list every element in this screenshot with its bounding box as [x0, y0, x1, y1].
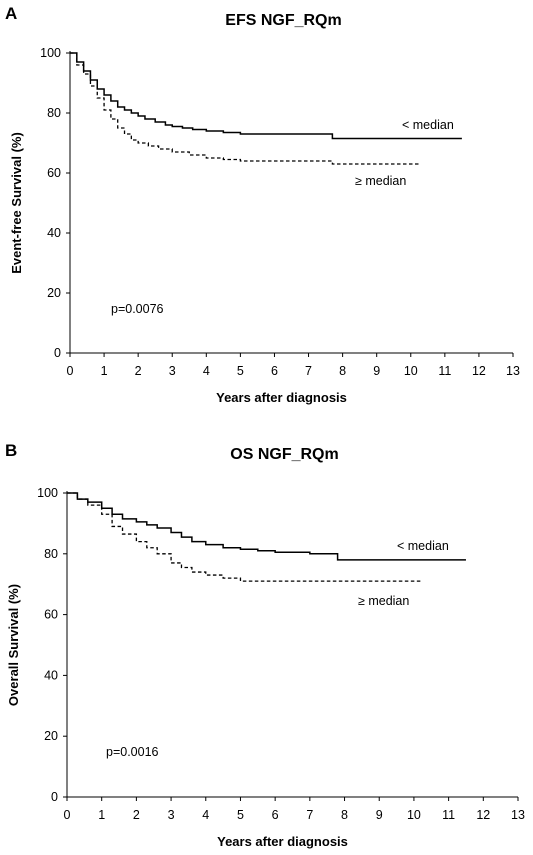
x-tick-label: 3 [168, 808, 175, 822]
y-tick-label: 80 [44, 547, 58, 561]
x-tick-label: 12 [472, 364, 486, 378]
y-axis-title: Event-free Survival (%) [9, 132, 24, 274]
series-label-below-median: < median [397, 539, 449, 553]
x-tick-label: 1 [98, 808, 105, 822]
y-tick-label: 60 [44, 608, 58, 622]
x-tick-label: 2 [135, 364, 142, 378]
x-tick-label: 0 [64, 808, 71, 822]
x-tick-label: 12 [476, 808, 490, 822]
x-tick-label: 1 [101, 364, 108, 378]
y-tick-label: 100 [37, 486, 58, 500]
x-axis-title: Years after diagnosis [216, 390, 347, 405]
chart-title: OS NGF_RQm [230, 446, 338, 463]
y-tick-label: 20 [44, 729, 58, 743]
y-tick-label: 40 [47, 226, 61, 240]
y-tick-label: 40 [44, 668, 58, 682]
series-label-above-median: ≥ median [358, 594, 409, 608]
x-tick-label: 3 [169, 364, 176, 378]
p-value-label: p=0.0016 [106, 745, 159, 759]
y-tick-label: 20 [47, 286, 61, 300]
p-value-label: p=0.0076 [111, 302, 164, 316]
x-tick-label: 4 [202, 808, 209, 822]
series-label-below-median: < median [402, 118, 454, 132]
x-tick-label: 11 [438, 364, 451, 378]
x-tick-label: 13 [511, 808, 525, 822]
y-tick-label: 0 [51, 790, 58, 804]
y-tick-label: 60 [47, 166, 61, 180]
x-tick-label: 5 [237, 364, 244, 378]
x-tick-label: 13 [506, 364, 520, 378]
x-tick-label: 7 [305, 364, 312, 378]
x-tick-label: 4 [203, 364, 210, 378]
y-tick-label: 80 [47, 106, 61, 120]
x-tick-label: 6 [271, 364, 278, 378]
series-line-below-median [67, 492, 466, 561]
x-tick-label: 6 [272, 808, 279, 822]
x-axis-title: Years after diagnosis [217, 834, 348, 849]
series-line-above-median [70, 52, 421, 165]
panel-label-b: B [5, 441, 18, 460]
y-tick-label: 0 [54, 346, 61, 360]
x-tick-label: 7 [306, 808, 313, 822]
x-tick-label: 9 [373, 364, 380, 378]
panel-label-a: A [5, 4, 18, 23]
x-tick-label: 10 [404, 364, 418, 378]
x-tick-label: 5 [237, 808, 244, 822]
x-tick-label: 8 [339, 364, 346, 378]
series-line-above-median [67, 492, 421, 582]
y-axis-title: Overall Survival (%) [6, 584, 21, 706]
series-label-above-median: ≥ median [355, 174, 406, 188]
chart-title: EFS NGF_RQm [225, 12, 341, 29]
x-tick-label: 2 [133, 808, 140, 822]
x-tick-label: 10 [407, 808, 421, 822]
x-tick-label: 11 [442, 808, 455, 822]
x-tick-label: 8 [341, 808, 348, 822]
x-tick-label: 9 [376, 808, 383, 822]
y-tick-label: 100 [40, 46, 61, 60]
x-tick-label: 0 [67, 364, 74, 378]
